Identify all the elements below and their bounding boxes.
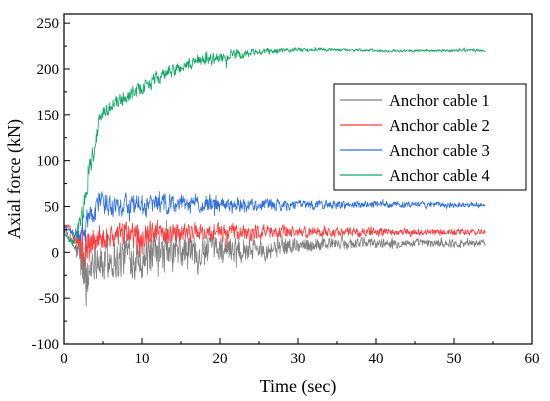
series-line-4 <box>64 46 486 246</box>
y-tick-label: 150 <box>37 108 60 124</box>
series-line-2 <box>64 219 486 268</box>
x-tick-label: 10 <box>135 351 150 367</box>
series-line-3 <box>64 191 486 243</box>
y-tick-label: -50 <box>39 291 59 307</box>
x-tick-label: 0 <box>60 351 68 367</box>
x-tick-label: 60 <box>525 351 540 367</box>
x-axis-title: Time (sec) <box>260 376 337 397</box>
legend-box <box>333 83 527 191</box>
legend-label-4: Anchor cable 4 <box>389 166 490 185</box>
x-tick-label: 20 <box>213 351 228 367</box>
y-tick-label: -100 <box>32 337 60 353</box>
series-layer <box>64 46 486 307</box>
y-tick-label: 250 <box>37 16 60 32</box>
y-tick-label: 0 <box>52 245 60 261</box>
y-tick-label: 50 <box>44 200 59 216</box>
y-tick-label: 200 <box>37 62 60 78</box>
legend: Anchor cable 1 Anchor cable 2 Anchor cable… <box>333 83 527 191</box>
y-tick-label: 100 <box>37 154 60 170</box>
legend-label-1: Anchor cable 1 <box>389 91 490 110</box>
series-line-1 <box>64 220 486 307</box>
x-tick-label: 40 <box>369 351 384 367</box>
x-tick-label: 30 <box>291 351 306 367</box>
y-axis-title: Axial force (kN) <box>4 119 25 239</box>
legend-label-3: Anchor cable 3 <box>389 141 490 160</box>
x-tick-label: 50 <box>447 351 462 367</box>
legend-label-2: Anchor cable 2 <box>389 116 490 135</box>
ticks-layer: 0 10 20 30 40 50 60 -100 -50 0 50 100 150 200 250 <box>32 16 540 367</box>
